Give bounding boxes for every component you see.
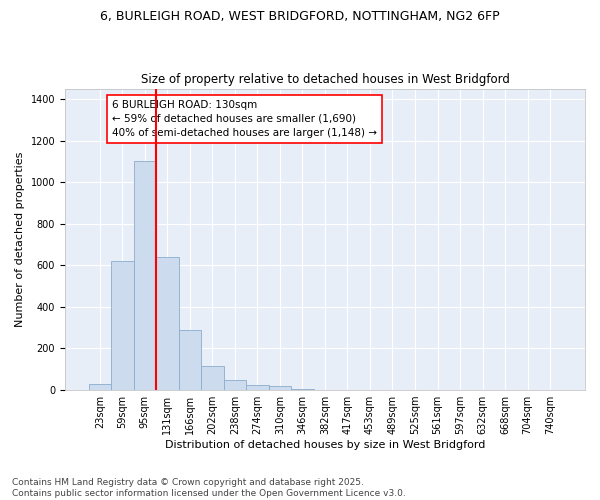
Bar: [111, 261, 134, 390]
X-axis label: Distribution of detached houses by size in West Bridgford: Distribution of detached houses by size …: [165, 440, 485, 450]
Bar: [269, 386, 291, 390]
Title: Size of property relative to detached houses in West Bridgford: Size of property relative to detached ho…: [140, 73, 509, 86]
Bar: [291, 389, 314, 390]
Bar: [89, 384, 111, 390]
Text: 6 BURLEIGH ROAD: 130sqm
← 59% of detached houses are smaller (1,690)
40% of semi: 6 BURLEIGH ROAD: 130sqm ← 59% of detache…: [112, 100, 377, 138]
Bar: [224, 380, 246, 390]
Bar: [156, 257, 179, 390]
Bar: [134, 162, 156, 390]
Bar: [179, 330, 201, 390]
Bar: [246, 385, 269, 390]
Bar: [201, 366, 224, 390]
Text: 6, BURLEIGH ROAD, WEST BRIDGFORD, NOTTINGHAM, NG2 6FP: 6, BURLEIGH ROAD, WEST BRIDGFORD, NOTTIN…: [100, 10, 500, 23]
Text: Contains HM Land Registry data © Crown copyright and database right 2025.
Contai: Contains HM Land Registry data © Crown c…: [12, 478, 406, 498]
Y-axis label: Number of detached properties: Number of detached properties: [15, 152, 25, 327]
